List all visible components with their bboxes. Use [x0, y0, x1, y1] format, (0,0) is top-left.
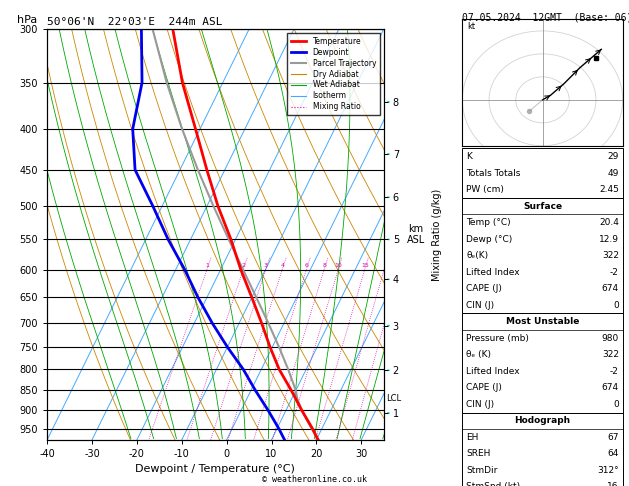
- Text: 16: 16: [608, 483, 619, 486]
- Y-axis label: km
ASL: km ASL: [406, 224, 425, 245]
- Text: 49: 49: [608, 169, 619, 177]
- Text: kt: kt: [468, 22, 476, 31]
- Text: LCL: LCL: [386, 394, 401, 403]
- Text: 322: 322: [602, 350, 619, 359]
- Text: CAPE (J): CAPE (J): [466, 284, 502, 293]
- Text: 50°06'N  22°03'E  244m ASL: 50°06'N 22°03'E 244m ASL: [47, 17, 223, 27]
- Text: Lifted Index: Lifted Index: [466, 367, 520, 376]
- Text: EH: EH: [466, 433, 479, 442]
- Text: Dewp (°C): Dewp (°C): [466, 235, 513, 243]
- Text: © weatheronline.co.uk: © weatheronline.co.uk: [262, 474, 367, 484]
- Text: 312°: 312°: [598, 466, 619, 475]
- Text: K: K: [466, 152, 472, 161]
- Text: 4: 4: [281, 262, 284, 268]
- Text: Mixing Ratio (g/kg): Mixing Ratio (g/kg): [432, 189, 442, 280]
- Text: 2.45: 2.45: [599, 185, 619, 194]
- Text: 2: 2: [242, 262, 245, 268]
- Text: 980: 980: [602, 334, 619, 343]
- Text: 10: 10: [335, 262, 342, 268]
- Text: Hodograph: Hodograph: [515, 417, 571, 425]
- Text: CAPE (J): CAPE (J): [466, 383, 502, 392]
- Text: 20.4: 20.4: [599, 218, 619, 227]
- Text: 29: 29: [608, 152, 619, 161]
- Text: hPa: hPa: [17, 15, 37, 25]
- Text: StmDir: StmDir: [466, 466, 498, 475]
- Text: 674: 674: [602, 383, 619, 392]
- Text: Totals Totals: Totals Totals: [466, 169, 520, 177]
- X-axis label: Dewpoint / Temperature (°C): Dewpoint / Temperature (°C): [135, 465, 296, 474]
- Text: 322: 322: [602, 251, 619, 260]
- Text: Pressure (mb): Pressure (mb): [466, 334, 529, 343]
- Text: 6: 6: [304, 262, 308, 268]
- Text: CIN (J): CIN (J): [466, 400, 494, 409]
- Text: Lifted Index: Lifted Index: [466, 268, 520, 277]
- Text: 674: 674: [602, 284, 619, 293]
- Text: 8: 8: [322, 262, 326, 268]
- Text: 07.05.2024  12GMT  (Base: 06): 07.05.2024 12GMT (Base: 06): [462, 12, 629, 22]
- Text: PW (cm): PW (cm): [466, 185, 504, 194]
- Text: -2: -2: [610, 268, 619, 277]
- Text: 1: 1: [205, 262, 209, 268]
- Text: 12.9: 12.9: [599, 235, 619, 243]
- Text: Temp (°C): Temp (°C): [466, 218, 511, 227]
- Text: Most Unstable: Most Unstable: [506, 317, 579, 326]
- Text: CIN (J): CIN (J): [466, 301, 494, 310]
- Text: θₑ (K): θₑ (K): [466, 350, 491, 359]
- Text: StmSpd (kt): StmSpd (kt): [466, 483, 520, 486]
- Text: SREH: SREH: [466, 450, 491, 458]
- Text: -2: -2: [610, 367, 619, 376]
- Text: Surface: Surface: [523, 202, 562, 210]
- Text: θₑ(K): θₑ(K): [466, 251, 488, 260]
- Text: 67: 67: [608, 433, 619, 442]
- Text: 15: 15: [361, 262, 369, 268]
- Text: 0: 0: [613, 301, 619, 310]
- Legend: Temperature, Dewpoint, Parcel Trajectory, Dry Adiabat, Wet Adiabat, Isotherm, Mi: Temperature, Dewpoint, Parcel Trajectory…: [287, 33, 380, 115]
- Text: 3: 3: [264, 262, 268, 268]
- Text: 64: 64: [608, 450, 619, 458]
- Text: 0: 0: [613, 400, 619, 409]
